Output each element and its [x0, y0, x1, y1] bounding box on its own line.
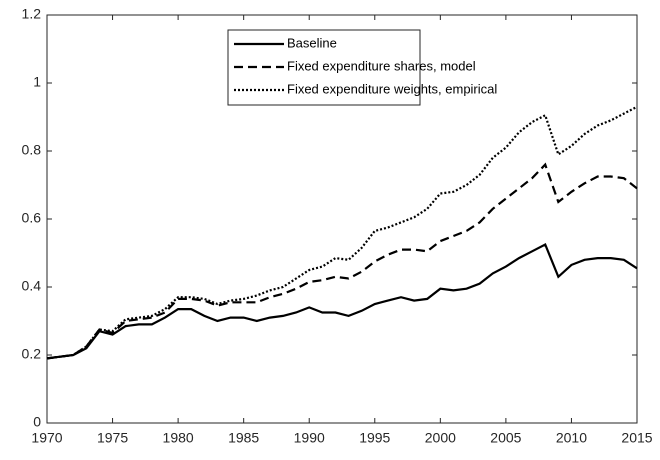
y-tick-label: 0.6 — [22, 210, 42, 226]
y-tick-label: 0.8 — [22, 142, 42, 158]
x-tick-label: 1995 — [359, 430, 390, 446]
x-tick-label: 1985 — [228, 430, 259, 446]
x-tick-label: 1990 — [294, 430, 325, 446]
x-tick-label: 2015 — [621, 430, 652, 446]
legend-box — [227, 29, 421, 106]
x-tick-label: 1975 — [97, 430, 128, 446]
line-series — [46, 242, 638, 360]
x-tick-label: 1970 — [31, 430, 62, 446]
legend-label: Fixed expenditure weights, empirical — [287, 81, 497, 96]
legend: Baseline Fixed expenditure shares, model F… — [227, 29, 497, 106]
x-tick-label: 2000 — [425, 430, 456, 446]
x-tick-label: 2010 — [556, 430, 587, 446]
x-tick-label: 2005 — [490, 430, 521, 446]
legend-label: Baseline — [287, 35, 337, 50]
line-series — [46, 105, 638, 360]
y-tick-label: 0.2 — [22, 346, 42, 362]
y-tick-label: 1.2 — [22, 6, 42, 22]
y-tick-label: 0.4 — [22, 278, 42, 294]
y-tick-label: 0 — [33, 414, 41, 430]
legend-label: Fixed expenditure shares, model — [287, 58, 476, 73]
line-series — [46, 162, 638, 360]
y-tick-label: 1 — [33, 74, 41, 90]
x-tick-label: 1980 — [163, 430, 194, 446]
